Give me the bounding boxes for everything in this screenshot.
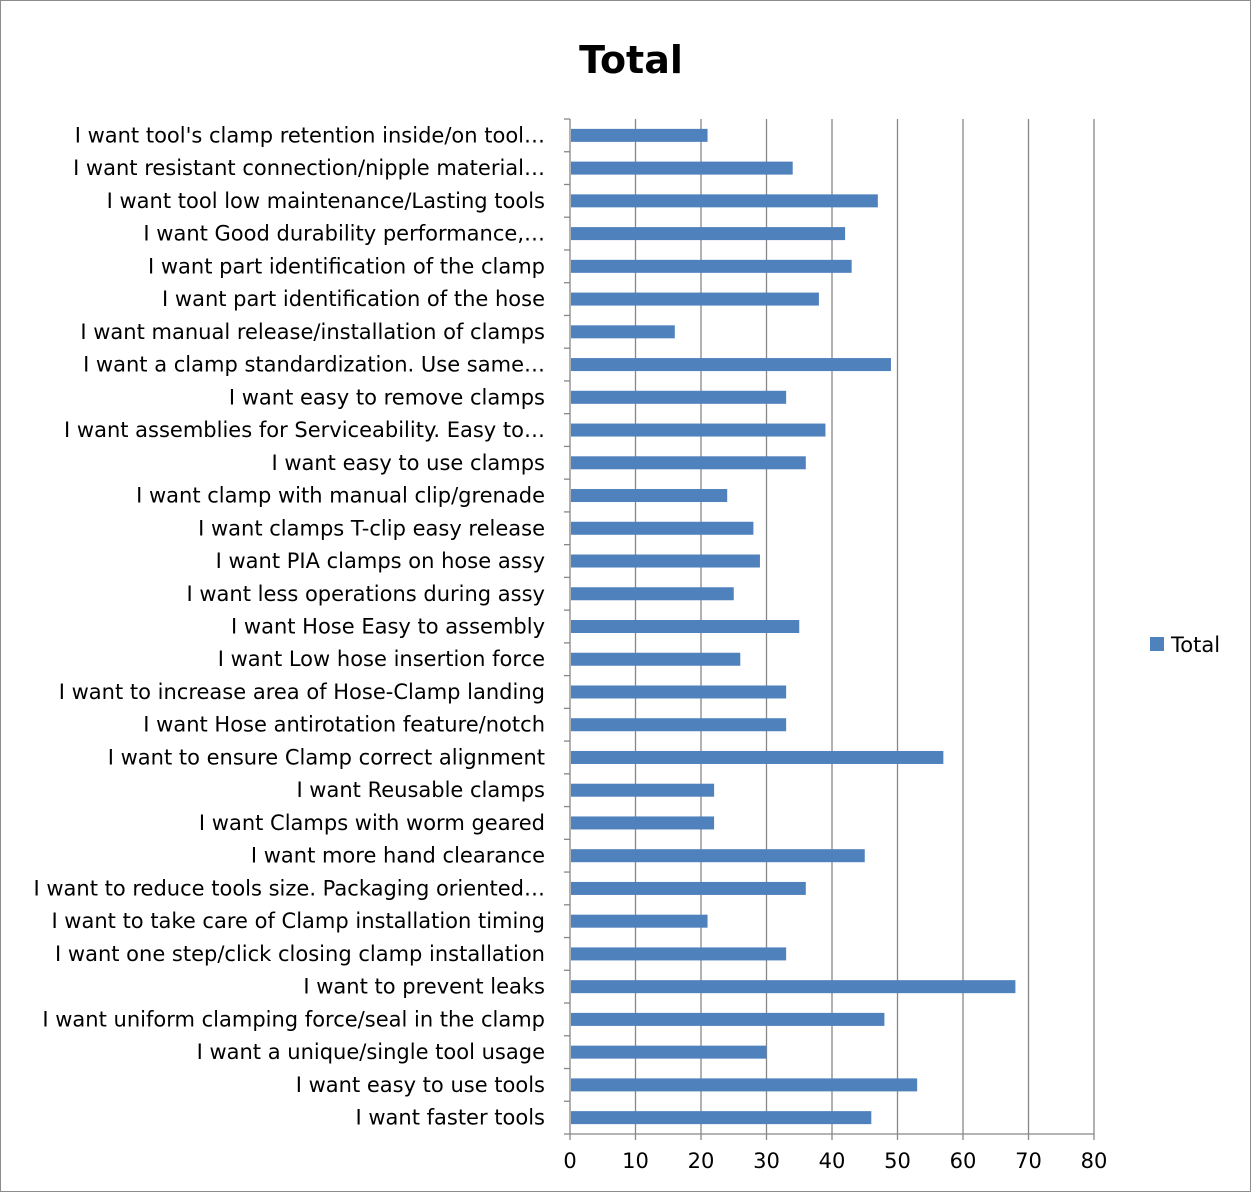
bar: [571, 1045, 767, 1059]
bar: [571, 914, 708, 928]
category-label: I want part identification of the hose: [162, 287, 545, 311]
category-label: I want manual release/installation of cl…: [80, 320, 545, 344]
category-label: I want to prevent leaks: [303, 975, 545, 999]
x-tick-label: 30: [753, 1149, 780, 1173]
bars: [571, 128, 1016, 1125]
legend-swatch: [1150, 637, 1164, 651]
category-label: I want clamps T-clip easy release: [198, 516, 545, 540]
category-label: I want one step/click closing clamp inst…: [55, 942, 545, 966]
category-label: I want to take care of Clamp installatio…: [51, 909, 545, 933]
x-tick-label: 60: [950, 1149, 977, 1173]
x-tick-label: 20: [688, 1149, 715, 1173]
category-label: I want easy to remove clamps: [229, 385, 545, 409]
bar: [571, 292, 819, 306]
category-label: I want part identification of the clamp: [148, 254, 545, 278]
x-tick-label: 10: [622, 1149, 649, 1173]
category-label: I want a clamp standardization. Use same…: [83, 353, 545, 377]
category-label: I want resistant connection/nipple mater…: [73, 156, 545, 180]
bar: [571, 881, 806, 895]
bar: [571, 849, 865, 863]
chart-title: Total: [579, 38, 683, 82]
category-label: I want assemblies for Serviceability. Ea…: [64, 418, 545, 442]
x-tick-label: 80: [1081, 1149, 1108, 1173]
bar: [571, 325, 675, 339]
bar: [571, 1111, 872, 1125]
x-tick-label: 40: [819, 1149, 846, 1173]
bar: [571, 489, 728, 503]
category-labels: I want tool's clamp retention inside/on …: [33, 123, 545, 1129]
legend-label: Total: [1170, 633, 1220, 657]
x-tick-label: 70: [1015, 1149, 1042, 1173]
bar: [571, 521, 754, 535]
bar: [571, 587, 734, 601]
category-label: I want tool's clamp retention inside/on …: [75, 123, 545, 147]
category-label: I want more hand clearance: [251, 844, 545, 868]
category-label: I want to increase area of Hose-Clamp la…: [59, 680, 545, 704]
category-label: I want Clamps with worm geared: [199, 811, 545, 835]
category-label: I want clamp with manual clip/grenade: [136, 484, 545, 508]
bar: [571, 456, 806, 470]
bar: [571, 718, 787, 732]
bar: [571, 390, 787, 404]
category-label: I want Low hose insertion force: [218, 647, 545, 671]
category-label: I want Good durability performance,…: [143, 222, 545, 246]
x-tick-label: 0: [563, 1149, 576, 1173]
bar: [571, 554, 760, 568]
bar: [571, 980, 1016, 994]
category-label: I want Reusable clamps: [296, 778, 545, 802]
bar: [571, 423, 826, 437]
category-label: I want to ensure Clamp correct alignment: [108, 745, 545, 769]
bar: [571, 652, 741, 666]
axes: [564, 118, 1095, 1140]
category-label: I want Hose Easy to assembly: [231, 615, 545, 639]
category-label: I want to reduce tools size. Packaging o…: [33, 876, 545, 900]
bar: [571, 128, 708, 142]
bar: [571, 816, 715, 830]
bar: [571, 947, 787, 961]
bar: [571, 358, 891, 372]
bar: [571, 194, 878, 208]
category-label: I want uniform clamping force/seal in th…: [42, 1007, 545, 1031]
x-tick-labels: 0 10 20 30 40 50 60 70 80: [563, 1149, 1107, 1173]
category-label: I want easy to use clamps: [271, 451, 545, 475]
bar: [571, 783, 715, 797]
bar: [571, 227, 846, 241]
bar: [571, 1078, 918, 1092]
category-label: I want tool low maintenance/Lasting tool…: [107, 189, 545, 213]
legend: Total: [1150, 633, 1220, 657]
category-label: I want Hose antirotation feature/notch: [143, 713, 545, 737]
bar: [571, 161, 793, 175]
category-label: I want easy to use tools: [296, 1073, 545, 1097]
category-label: I want a unique/single tool usage: [197, 1040, 545, 1064]
bar: [571, 685, 787, 699]
category-label: I want faster tools: [355, 1106, 545, 1130]
bar: [571, 259, 852, 273]
bar: [571, 620, 800, 633]
category-label: I want PIA clamps on hose assy: [216, 549, 545, 573]
bar: [571, 750, 944, 764]
bar: [571, 1012, 885, 1026]
x-tick-label: 50: [884, 1149, 911, 1173]
category-label: I want less operations during assy: [187, 582, 546, 606]
